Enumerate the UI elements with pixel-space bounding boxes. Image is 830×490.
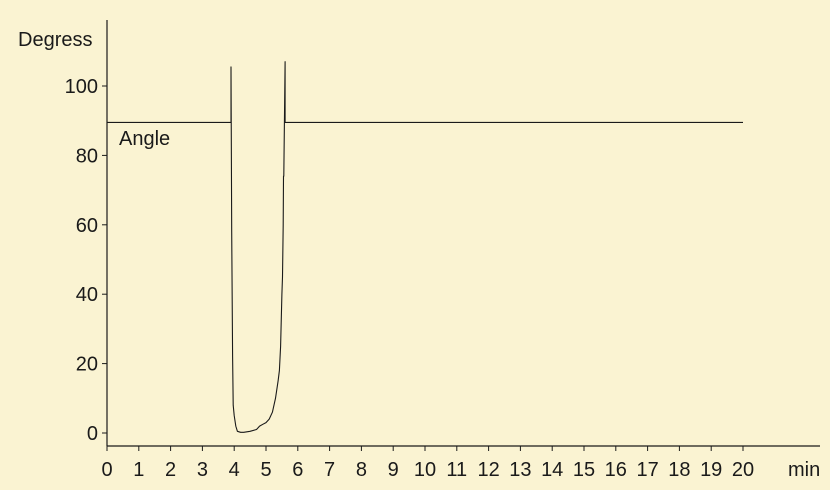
series-line-angle [107, 61, 743, 433]
series-group [107, 61, 743, 433]
x-tick-label: 1 [133, 459, 144, 481]
x-tick-label: 6 [292, 459, 303, 481]
x-tick-label: 10 [414, 459, 436, 481]
x-tick-label: 18 [668, 459, 690, 481]
y-axis-title: Degress [18, 29, 92, 51]
x-tick-label: 4 [229, 459, 240, 481]
x-tick-label: 0 [101, 459, 112, 481]
y-tick-label: 100 [65, 76, 98, 98]
x-tick-label: 9 [388, 459, 399, 481]
y-tick-label: 40 [76, 284, 98, 306]
x-tick-label: 2 [165, 459, 176, 481]
x-tick-label: 3 [197, 459, 208, 481]
x-tick-label: 16 [605, 459, 627, 481]
x-tick-label: 17 [636, 459, 658, 481]
y-tick-label: 0 [87, 423, 98, 445]
x-tick-label: 14 [541, 459, 563, 481]
x-tick-label: 19 [700, 459, 722, 481]
x-tick-label: 7 [324, 459, 335, 481]
y-tick-label: 80 [76, 145, 98, 167]
x-axis-title: min [788, 459, 820, 481]
x-tick-label: 13 [509, 459, 531, 481]
x-tick-label: 11 [446, 459, 467, 481]
x-tick-label: 12 [477, 459, 499, 481]
x-ticks: 0 1 2 3 4 5 6 7 8 9 10 11 12 13 14 15 16 17 18 19 20 [101, 446, 754, 481]
y-tick-label: 20 [76, 354, 98, 376]
x-tick-label: 15 [573, 459, 595, 481]
x-tick-label: 20 [732, 459, 754, 481]
x-tick-label: 8 [356, 459, 367, 481]
x-tick-label: 5 [260, 459, 271, 481]
y-ticks: 0 20 40 60 80 100 [65, 76, 107, 445]
y-tick-label: 60 [76, 215, 98, 237]
series-label-angle: Angle [119, 128, 170, 150]
